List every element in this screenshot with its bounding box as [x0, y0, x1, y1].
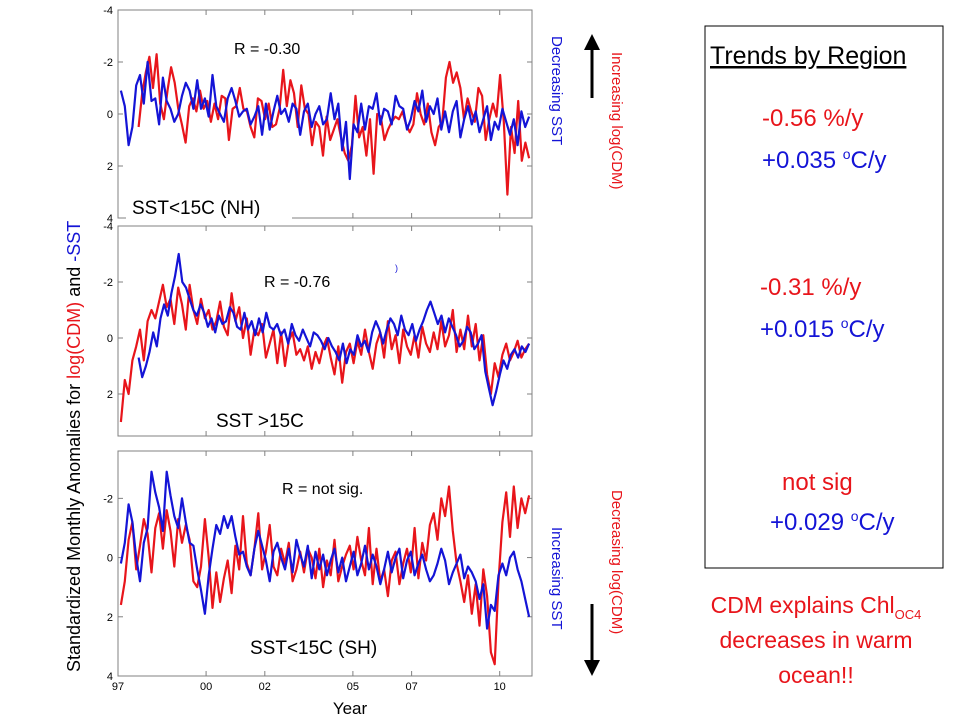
conclusion-line-1-text: CDM explains Chl — [711, 592, 895, 618]
sst-series-line — [119, 470, 531, 630]
trend-sst-tropics: +0.015 oC/y — [760, 315, 885, 343]
trend-cdm-nh: -0.56 %/y — [762, 105, 863, 132]
y-tick-label: 2 — [107, 612, 113, 624]
x-tick-label: 02 — [259, 681, 271, 693]
trends-title: Trends by Region — [710, 42, 906, 70]
panel-frame — [117, 225, 533, 437]
y-tick-label: -4 — [103, 5, 113, 17]
x-tick-label: 10 — [494, 681, 506, 693]
down-arrow-icon — [584, 604, 600, 676]
x-tick-label: 97 — [112, 681, 124, 693]
y-axis-label-prefix: Standardized Monthly Anomalies for — [64, 379, 84, 672]
trend-sst-nh: +0.035 oC/y — [762, 146, 887, 174]
increasing-sst-label: Increasing SST — [548, 527, 565, 630]
x-tick-label: 05 — [347, 681, 359, 693]
decreasing-sst-label: Decreasing SST — [548, 36, 565, 145]
correlation-tropics: R = -0.76 — [264, 274, 330, 291]
up-arrow-icon — [584, 34, 600, 98]
y-tick-label: 4 — [107, 671, 113, 683]
sst-series-line — [137, 252, 531, 407]
conclusion-subscript: OC4 — [895, 607, 922, 622]
trend-sst-sh-unit: C/y — [859, 509, 895, 536]
trend-sst-tropics-unit: C/y — [849, 316, 885, 343]
correlation-nh: R = -0.30 — [234, 41, 300, 58]
trend-sst-nh-degree: o — [843, 146, 851, 162]
conclusion-line-2: decreases in warm — [719, 627, 912, 653]
correlation-sh: R = not sig. — [282, 481, 363, 498]
region-label-nh-background — [126, 190, 292, 224]
y-tick-label: 0 — [107, 109, 113, 121]
cdm-series-line — [119, 283, 531, 423]
y-axis-label-mid: and — [64, 262, 84, 302]
panel-2: -4 -2 0 2 — [103, 221, 533, 437]
y-tick-label: 2 — [107, 161, 113, 173]
decreasing-cdm-label: Decreasing log(CDM) — [608, 490, 625, 634]
y-axis-label-cdm: log(CDM) — [64, 302, 84, 379]
trend-sst-sh-value: +0.029 — [770, 509, 851, 536]
sst-series-line — [119, 60, 531, 181]
y-tick-label: 0 — [107, 333, 113, 345]
x-tick-label: 07 — [405, 681, 417, 693]
trend-cdm-sh: not sig — [782, 469, 853, 496]
y-tick-label: 0 — [107, 553, 113, 565]
panel-frame — [117, 450, 533, 677]
y-tick-label: 4 — [107, 213, 113, 225]
panel-1: -4 -2 0 2 4 — [103, 5, 533, 225]
y-tick-label: 2 — [107, 389, 113, 401]
y-tick-label: -2 — [103, 493, 113, 505]
region-label-sh: SST<15C (SH) — [250, 638, 377, 659]
region-label-nh-group: SST<15C (NH) — [126, 190, 292, 224]
x-axis-label: Year — [333, 699, 368, 718]
x-tick-label: 00 — [200, 681, 212, 693]
trend-sst-sh-degree: o — [851, 508, 859, 524]
region-label-tropics: SST >15C — [216, 411, 304, 432]
region-label-nh: SST<15C (NH) — [132, 198, 260, 219]
trend-sst-nh-value: +0.035 — [762, 147, 843, 174]
trend-sst-sh: +0.029 oC/y — [770, 508, 895, 536]
stray-mark: ) — [395, 263, 398, 273]
trend-sst-tropics-value: +0.015 — [760, 316, 841, 343]
y-tick-label: -4 — [103, 221, 113, 233]
trend-sst-nh-unit: C/y — [851, 147, 887, 174]
trends-box — [704, 25, 944, 569]
increasing-cdm-label: Increasing log(CDM) — [608, 52, 625, 190]
conclusion-line-1: CDM explains ChlOC4 — [711, 592, 922, 622]
y-tick-label: -2 — [103, 277, 113, 289]
y-tick-label: -2 — [103, 57, 113, 69]
y-axis-label: Standardized Monthly Anomalies for log(C… — [64, 221, 84, 672]
trend-sst-tropics-degree: o — [841, 315, 849, 331]
y-axis-label-sst: -SST — [64, 221, 84, 262]
trend-cdm-tropics: -0.31 %/y — [760, 274, 861, 301]
conclusion-line-3: ocean!! — [778, 662, 853, 688]
